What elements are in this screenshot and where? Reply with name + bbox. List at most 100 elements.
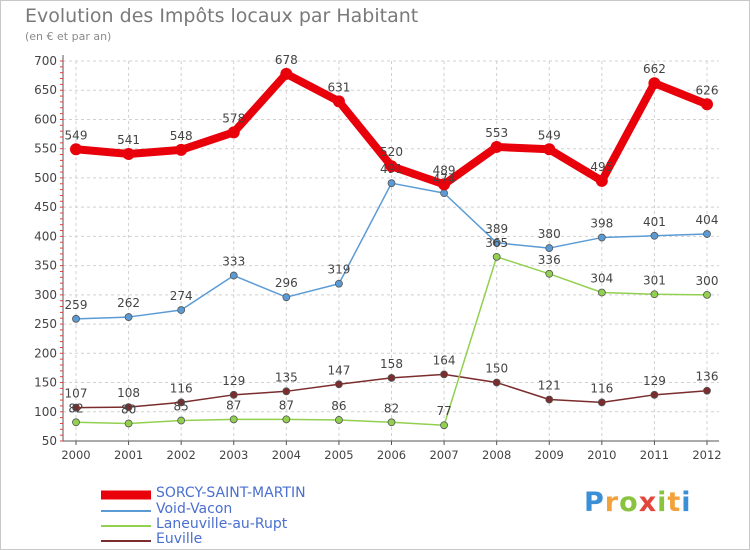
data-label: 107 [65, 387, 88, 401]
data-label: 678 [275, 53, 298, 67]
data-point [597, 398, 606, 407]
data-label: 365 [485, 236, 508, 250]
data-point [545, 244, 554, 252]
data-label: 549 [65, 128, 88, 142]
data-point [703, 230, 711, 238]
legend-swatch-euville [101, 540, 151, 542]
x-tick-label: 2007 [429, 448, 458, 462]
data-label: 333 [222, 255, 245, 269]
data-point [229, 271, 238, 280]
data-label: 662 [643, 62, 666, 76]
data-label: 150 [485, 362, 508, 376]
y-tick-label: 450 [34, 200, 57, 214]
data-point [335, 416, 343, 424]
data-label: 404 [696, 213, 719, 227]
data-label: 548 [170, 129, 193, 143]
data-point [282, 415, 291, 424]
data-point [282, 293, 291, 302]
data-label: 549 [538, 128, 561, 142]
data-point [492, 238, 501, 247]
data-label: 336 [538, 253, 561, 267]
legend-swatch-sorcy [101, 490, 151, 500]
data-point [72, 314, 80, 323]
y-tick-label: 50 [42, 434, 57, 448]
data-point [280, 67, 293, 80]
x-tick-label: 2001 [114, 448, 143, 462]
data-point [175, 143, 188, 156]
data-label: 116 [170, 381, 193, 395]
x-tick-label: 2011 [640, 448, 669, 462]
data-label: 300 [696, 274, 719, 288]
chart-subtitle: (en € et par an) [25, 30, 112, 43]
data-label: 121 [538, 378, 561, 392]
y-tick-label: 350 [34, 259, 57, 273]
data-label: 541 [117, 133, 140, 147]
data-label: 274 [170, 289, 193, 303]
data-point [72, 403, 80, 412]
legend-swatch-void [101, 510, 151, 512]
legend-label-void: Void-Vacon [156, 501, 233, 517]
data-point [177, 306, 186, 314]
data-label: 87 [279, 398, 294, 412]
chart-title: Evolution des Impôts locaux par Habitant [25, 5, 419, 27]
data-label: 108 [117, 386, 140, 400]
data-label: 489 [433, 163, 456, 177]
data-label: 520 [380, 145, 403, 159]
x-tick-label: 2009 [535, 448, 564, 462]
data-label: 86 [331, 399, 346, 413]
y-tick-label: 250 [34, 317, 57, 331]
data-point [492, 252, 501, 261]
data-label: 401 [643, 215, 666, 229]
data-label: 319 [327, 263, 350, 277]
data-point [387, 373, 396, 382]
data-label: 85 [174, 400, 189, 414]
data-label: 389 [485, 222, 508, 236]
data-point [335, 380, 343, 389]
data-point [701, 98, 713, 111]
data-point [124, 313, 133, 321]
data-label: 135 [275, 370, 298, 384]
data-point [543, 143, 556, 156]
data-point [282, 387, 291, 396]
data-point [597, 233, 606, 242]
data-label: 116 [590, 381, 613, 395]
y-tick-label: 300 [34, 288, 57, 302]
x-tick-label: 2012 [692, 448, 721, 462]
data-label: 491 [380, 162, 403, 176]
x-tick-label: 2000 [61, 448, 90, 462]
y-tick-label: 550 [34, 142, 57, 156]
data-label: 147 [327, 363, 350, 377]
x-tick-label: 2008 [482, 448, 511, 462]
data-point [703, 386, 711, 395]
data-label: 296 [275, 276, 298, 290]
data-point [545, 395, 554, 404]
data-label: 129 [222, 374, 245, 388]
x-tick-label: 2005 [324, 448, 353, 462]
data-point [229, 390, 238, 399]
y-tick-label: 150 [34, 376, 57, 390]
data-point [438, 178, 451, 191]
data-label: 262 [117, 296, 140, 310]
data-label: 304 [590, 272, 613, 286]
data-label: 380 [538, 227, 561, 241]
data-label: 129 [643, 374, 666, 388]
data-label: 474 [433, 172, 456, 186]
data-label: 136 [696, 370, 719, 384]
data-point [227, 126, 240, 139]
data-point [440, 370, 448, 379]
data-point [597, 288, 606, 297]
data-point [648, 77, 661, 90]
data-label: 87 [226, 398, 241, 412]
y-tick-label: 600 [34, 112, 57, 126]
data-label: 77 [436, 404, 451, 418]
data-label: 82 [68, 401, 83, 415]
y-tick-label: 700 [34, 54, 57, 68]
legend-label-sorcy: SORCY-SAINT-MARTIN [156, 485, 306, 501]
data-point [492, 378, 501, 387]
data-point [490, 140, 503, 153]
legend-label-euville: Euville [156, 531, 203, 547]
data-point [70, 143, 82, 156]
data-label: 553 [485, 126, 508, 140]
y-tick-label: 500 [34, 171, 57, 185]
